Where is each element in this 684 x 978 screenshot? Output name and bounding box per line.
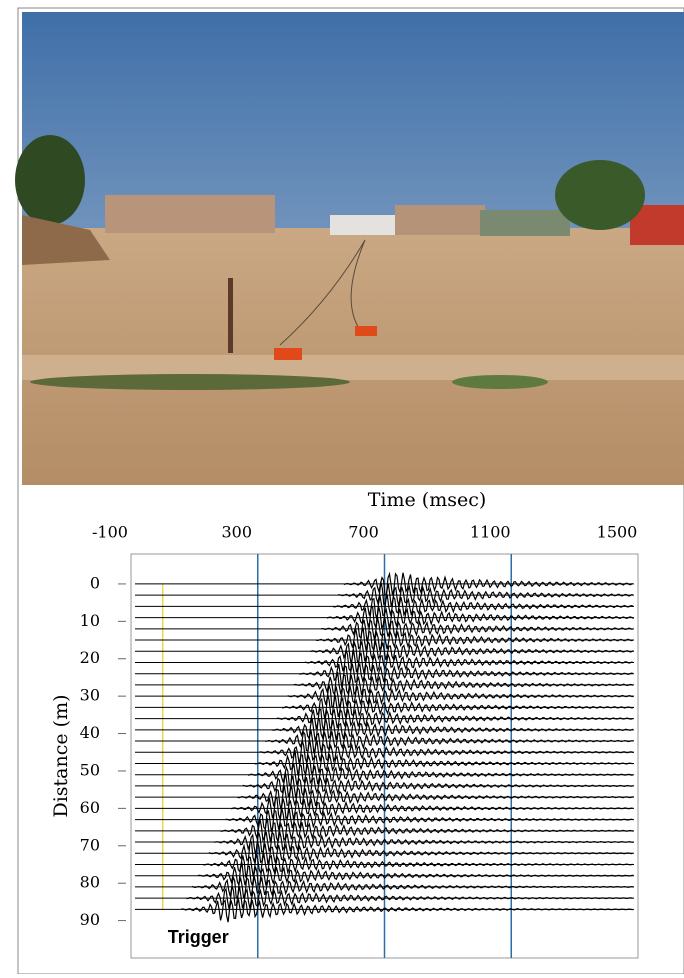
x-axis-title: Time (msec)	[368, 489, 487, 511]
y-tick-label: 90	[80, 910, 100, 929]
y-tick-label: 70	[80, 835, 100, 854]
x-tick-label: 1100	[470, 523, 511, 542]
photo	[15, 12, 684, 485]
y-tick-label: 80	[80, 873, 100, 892]
y-tick-label: 0	[90, 573, 100, 592]
y-tick-label: 30	[80, 686, 100, 705]
x-tick-label: 700	[348, 523, 379, 542]
figure: Time (msec) Distance (m) -10030070011001…	[0, 0, 684, 974]
y-tick-label: 20	[80, 648, 100, 667]
y-tick-label: 40	[80, 723, 100, 742]
y-tick-label: 60	[80, 798, 100, 817]
page: {"chart_data": {"type": "seismogram", "x…	[0, 0, 684, 974]
x-tick-label: 300	[221, 523, 252, 542]
y-axis-title: Distance (m)	[50, 694, 72, 817]
y-tick-label: 50	[80, 760, 100, 779]
annotation: Trigger	[168, 927, 229, 947]
y-tick-label: 10	[80, 611, 100, 630]
x-tick-label: -100	[92, 523, 128, 542]
x-tick-label: 1500	[597, 523, 638, 542]
